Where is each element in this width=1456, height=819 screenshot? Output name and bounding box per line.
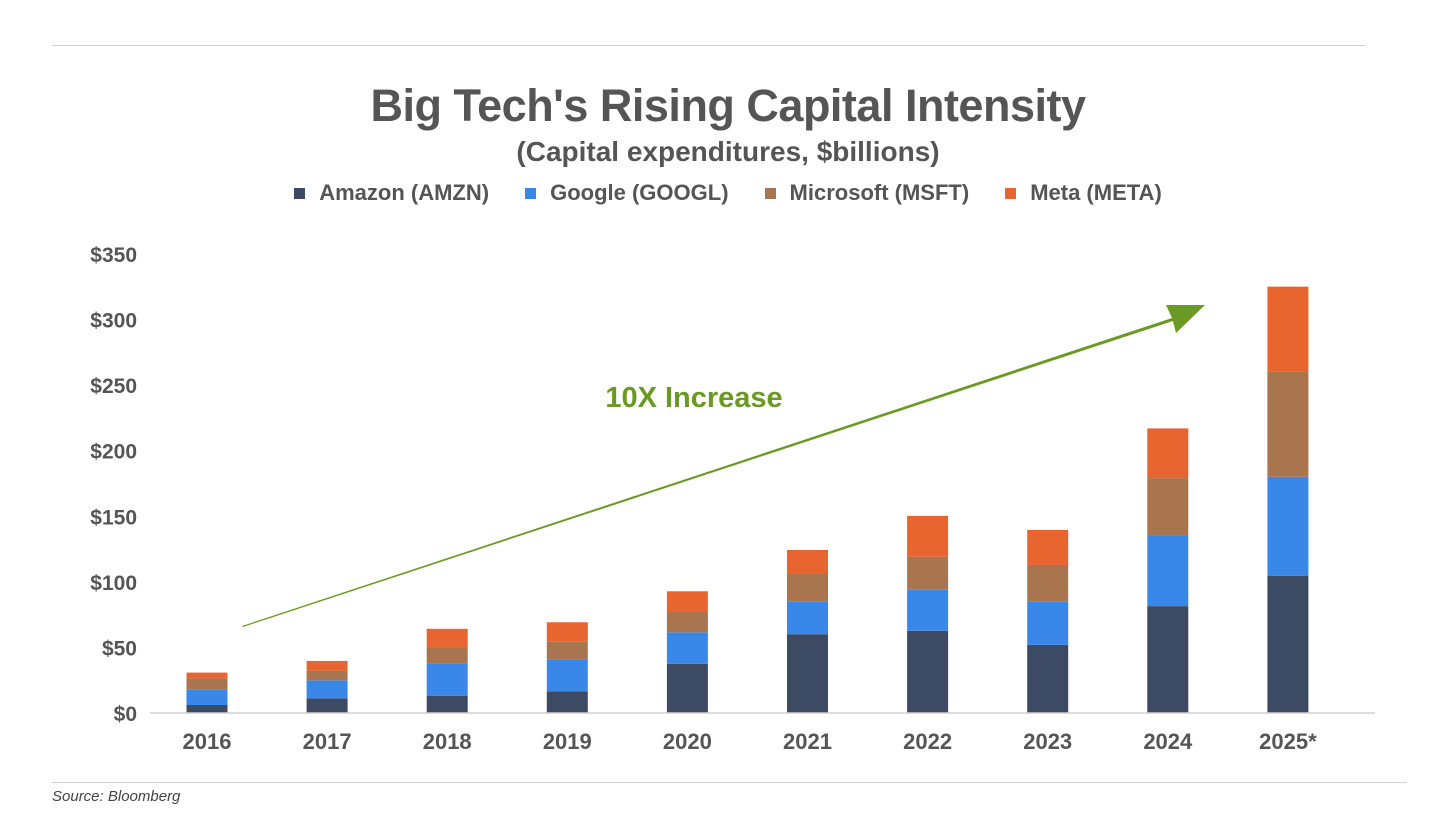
x-tick-label: 2024 — [1143, 729, 1193, 754]
bar-google-2018 — [426, 663, 468, 696]
annotation-10x-increase: 10X Increase — [605, 382, 782, 414]
legend-label: Amazon (AMZN) — [319, 180, 490, 205]
legend-swatch — [525, 187, 537, 199]
y-tick-label: $200 — [90, 441, 137, 464]
bar-amazon-2021 — [787, 634, 828, 713]
bar-meta-2017 — [306, 660, 348, 671]
bar-meta-2019 — [546, 622, 588, 642]
bar-microsoft-2023 — [1027, 564, 1069, 602]
x-tick-label: 2021 — [783, 729, 832, 754]
bar-microsoft-2020 — [666, 612, 708, 633]
bar-google-2025 — [1267, 476, 1309, 576]
legend-swatch — [1005, 187, 1017, 199]
bottom-divider — [52, 782, 1407, 783]
bar-amazon-2018 — [426, 695, 468, 713]
x-tick-label: 2016 — [183, 729, 232, 754]
bar-meta-2020 — [666, 591, 708, 613]
bar-google-2022 — [907, 589, 949, 631]
x-tick-label: 2020 — [663, 729, 712, 754]
top-divider — [52, 45, 1365, 46]
bar-microsoft-2024 — [1147, 478, 1189, 536]
x-tick-label: 2018 — [423, 729, 472, 754]
legend-swatch — [764, 187, 776, 199]
y-tick-label: $0 — [114, 703, 137, 726]
bar-meta-2021 — [787, 549, 828, 574]
bar-meta-2018 — [426, 628, 468, 648]
y-tick-label: $250 — [90, 375, 137, 398]
bar-google-2020 — [666, 632, 708, 664]
bar-microsoft-2025 — [1267, 371, 1309, 477]
legend-item-meta: Meta (META) — [1005, 180, 1162, 206]
bar-amazon-2016 — [186, 705, 228, 713]
bar-microsoft-2019 — [546, 641, 588, 660]
bar-amazon-2020 — [666, 663, 708, 713]
legend-label: Google (GOOGL) — [550, 180, 729, 205]
bar-google-2023 — [1027, 601, 1069, 645]
legend-label: Meta (META) — [1030, 180, 1162, 205]
x-tick-label: 2025* — [1259, 729, 1317, 754]
legend-swatch — [294, 187, 306, 199]
trend-arrow-icon — [242, 305, 1205, 627]
y-tick-label: $100 — [90, 572, 137, 595]
bar-amazon-2023 — [1027, 644, 1069, 713]
bar-microsoft-2016 — [186, 678, 228, 690]
bar-google-2017 — [306, 680, 348, 699]
x-tick-label: 2017 — [303, 729, 352, 754]
bar-microsoft-2017 — [306, 670, 348, 681]
legend-item-microsoft: Microsoft (MSFT) — [764, 180, 970, 206]
bar-amazon-2025 — [1267, 575, 1309, 713]
bar-google-2019 — [546, 659, 588, 692]
legend-item-google: Google (GOOGL) — [525, 180, 729, 206]
bar-amazon-2019 — [546, 691, 588, 713]
bar-meta-2016 — [186, 672, 228, 679]
y-tick-label: $300 — [90, 310, 137, 333]
bar-google-2016 — [186, 689, 228, 706]
bar-meta-2022 — [907, 515, 949, 557]
bar-microsoft-2021 — [787, 573, 828, 602]
bar-amazon-2024 — [1147, 606, 1189, 713]
y-tick-label: $50 — [102, 637, 137, 660]
bar-meta-2023 — [1027, 529, 1069, 565]
source-note: Source: Bloomberg — [52, 788, 181, 805]
bar-meta-2024 — [1147, 428, 1189, 479]
bar-amazon-2017 — [306, 698, 348, 713]
bar-microsoft-2022 — [907, 556, 949, 590]
x-tick-label: 2022 — [903, 729, 952, 754]
bar-meta-2025 — [1267, 286, 1309, 372]
bar-amazon-2022 — [907, 630, 949, 713]
legend-item-amazon: Amazon (AMZN) — [294, 180, 489, 206]
bar-google-2021 — [787, 601, 828, 635]
bar-google-2024 — [1147, 535, 1189, 607]
y-tick-label: $350 — [90, 244, 137, 267]
legend: Amazon (AMZN) Google (GOOGL) Microsoft (… — [0, 180, 1456, 206]
x-tick-label: 2023 — [1023, 729, 1072, 754]
chart-subtitle: (Capital expenditures, $billions) — [516, 136, 940, 167]
x-tick-label: 2019 — [543, 729, 592, 754]
chart-title: Big Tech's Rising Capital Intensity — [370, 80, 1086, 131]
bar-microsoft-2018 — [426, 647, 468, 664]
y-tick-label: $150 — [90, 506, 137, 529]
legend-label: Microsoft (MSFT) — [789, 180, 970, 205]
